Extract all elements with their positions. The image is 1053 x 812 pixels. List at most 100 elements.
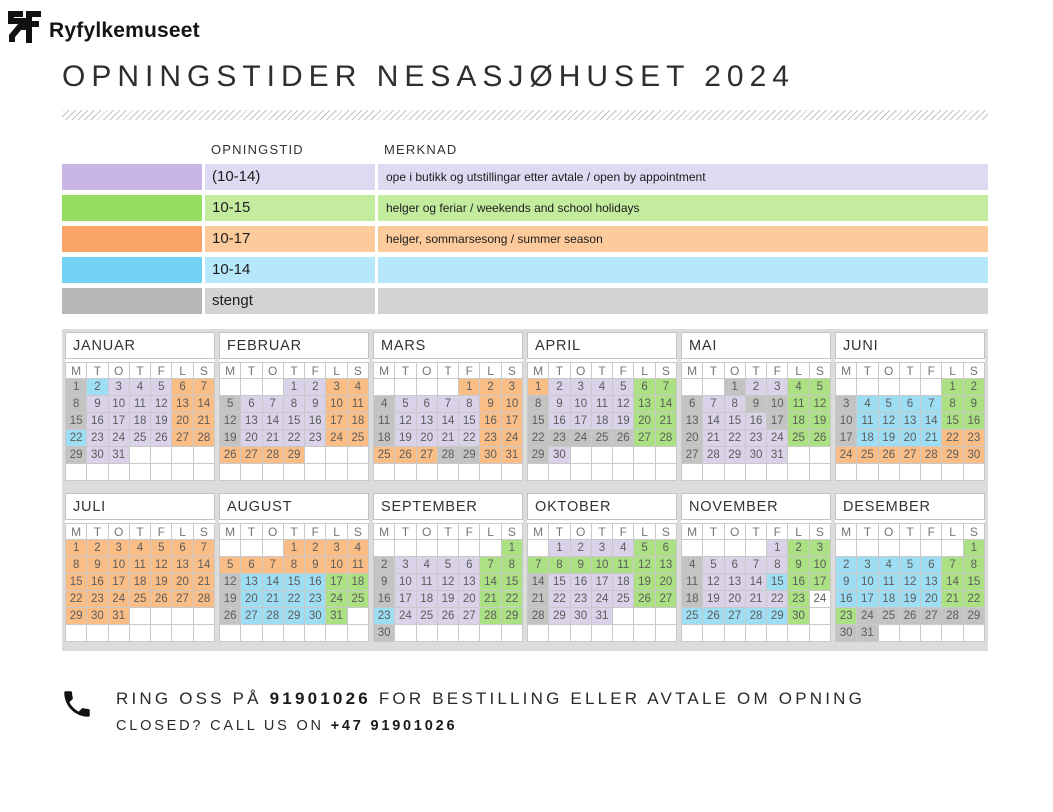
day-cell: 23 <box>836 608 858 625</box>
day-cell: 27 <box>899 447 922 464</box>
empty-cell <box>395 379 417 396</box>
day-cell: 7 <box>437 396 460 413</box>
weekday-label: F <box>151 363 173 379</box>
day-cell: 1 <box>767 540 789 557</box>
day-cell: 7 <box>942 557 964 574</box>
day-cell: 25 <box>857 447 879 464</box>
day-cell: 20 <box>459 591 481 608</box>
day-cell: 28 <box>262 447 284 464</box>
empty-cell <box>899 379 922 396</box>
empty-cell <box>528 464 550 481</box>
day-cell: 1 <box>724 379 746 396</box>
legend-opningstid: (10-14) <box>205 164 375 190</box>
month-januar: JANUAR M T O T F L S 1 2 3 4 5 6 7 8 9 10 11 12 13 14 15 16 17 18… <box>65 332 215 481</box>
day-cell: 21 <box>528 591 550 608</box>
weekday-label: S <box>193 363 215 379</box>
weekday-label: T <box>87 363 109 379</box>
day-cell: 22 <box>942 430 964 447</box>
legend-header: OPNINGSTID MERKNAD <box>62 142 988 157</box>
day-cell: 30 <box>963 447 985 464</box>
day-cell: 14 <box>193 396 215 413</box>
day-cell: 8 <box>66 396 88 413</box>
day-cell: 6 <box>172 540 194 557</box>
month-grid: M T O T F L S 1 2 3 4 5 6 7 8 9 10 11 12 13 14 15 16 17 18 19 20 21… <box>219 362 369 481</box>
day-cell: 20 <box>241 430 263 447</box>
day-cell: 16 <box>570 574 592 591</box>
empty-cell <box>963 625 985 642</box>
empty-cell <box>480 464 502 481</box>
hatch-divider <box>62 110 988 120</box>
day-cell: 18 <box>857 430 879 447</box>
legend-merknad: helger og feriar / weekends and school h… <box>378 195 988 221</box>
day-cell: 7 <box>703 396 725 413</box>
day-cell: 20 <box>724 591 746 608</box>
day-cell: 15 <box>549 574 571 591</box>
day-cell: 7 <box>193 379 215 396</box>
day-cell: 12 <box>634 557 656 574</box>
brand-header: Ryfylkemuseet <box>8 9 200 52</box>
day-cell: 13 <box>459 574 481 591</box>
day-cell: 9 <box>480 396 502 413</box>
empty-cell <box>172 608 194 625</box>
day-cell: 16 <box>963 413 985 430</box>
day-cell: 15 <box>283 413 306 430</box>
day-cell: 30 <box>305 608 327 625</box>
weekday-label: O <box>724 524 746 540</box>
empty-cell <box>549 464 571 481</box>
phone-number-no: 91901026 <box>269 689 371 708</box>
day-cell: 2 <box>374 557 396 574</box>
legend-row-blue: 10-14 <box>62 257 988 283</box>
empty-cell <box>326 447 348 464</box>
legend-merknad: ope i butikk og utstillingar etter avtal… <box>378 164 988 190</box>
day-cell: 4 <box>374 396 396 413</box>
day-cell: 16 <box>374 591 396 608</box>
legend-row-orange: 10-17 helger, sommarsesong / summer seaso… <box>62 226 988 252</box>
month-grid: M T O T F L S 1 2 3 4 5 6 7 8 9 10 11 12 13 14 15 16 17 18 19 20 21… <box>681 523 831 642</box>
day-cell: 3 <box>767 379 789 396</box>
day-cell: 9 <box>374 574 396 591</box>
legend-col-opningstid: OPNINGSTID <box>211 142 304 157</box>
empty-cell <box>220 379 242 396</box>
month-grid: M T O T F L S 1 2 3 4 5 6 7 8 9 10 11 12 13 14 15 16 17 18 19 20 21… <box>835 362 985 481</box>
empty-cell <box>591 464 614 481</box>
day-cell: 18 <box>878 591 900 608</box>
day-cell: 21 <box>193 574 215 591</box>
day-cell: 11 <box>129 396 152 413</box>
day-cell: 13 <box>899 413 922 430</box>
empty-cell <box>634 447 656 464</box>
empty-cell <box>459 540 481 557</box>
day-cell: 13 <box>724 574 746 591</box>
day-cell: 23 <box>570 591 592 608</box>
empty-cell <box>501 464 523 481</box>
weekday-label: S <box>809 363 831 379</box>
day-cell: 19 <box>634 574 656 591</box>
day-cell: 21 <box>262 430 284 447</box>
day-cell: 28 <box>655 430 677 447</box>
day-cell: 20 <box>655 574 677 591</box>
day-cell: 29 <box>724 447 746 464</box>
empty-cell <box>241 540 263 557</box>
empty-cell <box>549 625 571 642</box>
day-cell: 28 <box>262 608 284 625</box>
weekday-label: S <box>347 363 369 379</box>
day-cell: 16 <box>788 574 810 591</box>
day-cell: 29 <box>66 447 88 464</box>
legend-row-purple: (10-14) ope i butikk og utstillingar ette… <box>62 164 988 190</box>
day-cell: 8 <box>283 396 306 413</box>
day-cell: 28 <box>193 591 215 608</box>
weekday-label: O <box>262 363 284 379</box>
day-cell: 25 <box>416 608 438 625</box>
weekday-label: T <box>129 524 152 540</box>
day-cell: 11 <box>878 574 900 591</box>
empty-cell <box>151 625 173 642</box>
day-cell: 1 <box>66 540 88 557</box>
brand-name: Ryfylkemuseet <box>49 18 200 42</box>
day-cell: 23 <box>87 591 109 608</box>
empty-cell <box>480 540 502 557</box>
weekday-label: S <box>809 524 831 540</box>
day-cell: 8 <box>724 396 746 413</box>
weekday-label: L <box>172 363 194 379</box>
empty-cell <box>942 540 964 557</box>
day-cell: 8 <box>528 396 550 413</box>
day-cell: 29 <box>942 447 964 464</box>
